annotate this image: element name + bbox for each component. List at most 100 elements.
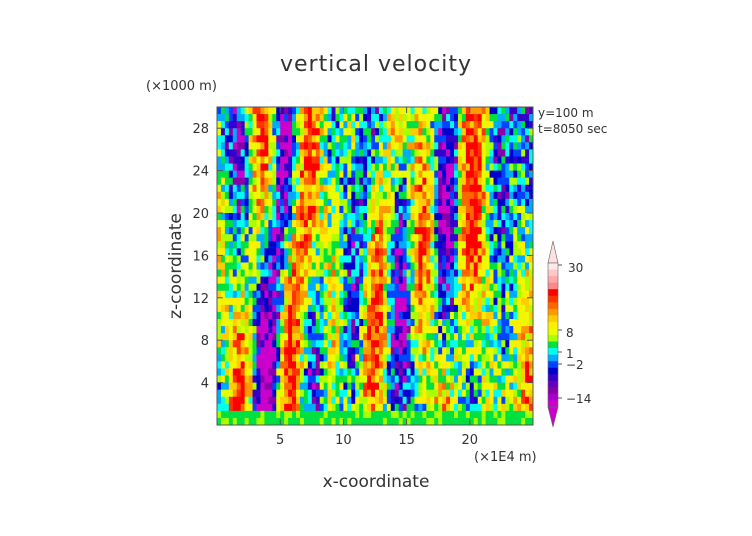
heatmap-cell [359, 234, 364, 242]
heatmap-cell [465, 220, 471, 228]
heatmap-cell [359, 304, 364, 313]
heatmap-cell [268, 163, 273, 172]
heatmap-cell [351, 368, 356, 377]
heatmap-cell [457, 347, 463, 355]
heatmap-cell [343, 311, 348, 320]
heatmap-cell [457, 220, 463, 228]
heatmap-cell [331, 326, 337, 334]
heatmap-cell [363, 347, 368, 355]
heatmap-cell [521, 205, 526, 214]
heatmap-cell [382, 326, 388, 334]
heatmap-cell [442, 255, 447, 264]
heatmap-cell [331, 241, 337, 249]
heatmap-cell [296, 205, 301, 214]
heatmap-cell [525, 149, 530, 158]
heatmap-cell [232, 410, 238, 419]
heatmap-cell [473, 227, 479, 235]
heatmap-cell [276, 311, 281, 320]
heatmap-cell [240, 142, 246, 150]
heatmap-cell [398, 262, 404, 271]
heatmap-cell [256, 205, 262, 214]
heatmap-cell [386, 269, 392, 278]
heatmap-cell [363, 396, 368, 405]
heatmap-cell [363, 354, 368, 362]
heatmap-cell [347, 121, 352, 129]
heatmap-cell [422, 276, 427, 285]
heatmap-cell [331, 319, 337, 327]
heatmap-cell [272, 410, 277, 419]
colorbar-swatch [548, 269, 558, 277]
heatmap-cell [307, 220, 313, 228]
heatmap-cell [489, 142, 495, 150]
heatmap-cell [513, 319, 518, 327]
heatmap-cell [521, 135, 526, 143]
heatmap-cell [331, 354, 337, 362]
heatmap-cell [268, 255, 273, 264]
heatmap-cell [517, 241, 522, 249]
heatmap-cell [410, 114, 416, 122]
heatmap-cell [347, 269, 352, 278]
heatmap-cell [493, 205, 499, 214]
heatmap-cell [375, 114, 380, 122]
heatmap-cell [434, 234, 439, 242]
heatmap-cell [339, 135, 344, 143]
heatmap-cell [394, 227, 400, 235]
heatmap-cell [236, 121, 242, 129]
heatmap-cell [481, 290, 487, 299]
heatmap-cell [359, 184, 364, 193]
heatmap-cell [284, 354, 289, 362]
heatmap-cell [256, 361, 262, 370]
heatmap-cell [256, 121, 262, 129]
heatmap-cell [284, 220, 289, 228]
heatmap-cell [446, 191, 451, 200]
colorbar-swatch [548, 380, 558, 388]
heatmap-cell [489, 290, 495, 299]
heatmap-cell [398, 382, 404, 391]
heatmap-cell [473, 121, 479, 129]
heatmap-cell [268, 375, 273, 384]
heatmap-cell [268, 121, 273, 129]
heatmap-cell [509, 333, 514, 341]
heatmap-cell [469, 163, 475, 172]
heatmap-cell [509, 382, 514, 391]
heatmap-cell [323, 340, 329, 348]
heatmap-cell [446, 354, 451, 362]
heatmap-cell [450, 191, 455, 200]
heatmap-cell [509, 410, 514, 419]
heatmap-cell [343, 170, 348, 179]
heatmap-cell [315, 333, 321, 341]
heatmap-cell [264, 333, 269, 341]
heatmap-cell [529, 248, 533, 256]
heatmap-cell [339, 149, 344, 158]
heatmap-cell [236, 276, 242, 285]
heatmap-cell [217, 135, 222, 143]
heatmap-cell [315, 311, 321, 320]
heatmap-cell [264, 403, 269, 412]
heatmap-cell [335, 156, 341, 165]
heatmap-cell [371, 213, 376, 221]
heatmap-cell [525, 290, 530, 299]
heatmap-cell [394, 311, 400, 320]
heatmap-cell [501, 213, 506, 221]
heatmap-cell [367, 241, 372, 249]
annotation-y-position: y=100 m [538, 106, 594, 120]
heatmap-cell [438, 220, 443, 228]
heatmap-cell [454, 234, 459, 242]
heatmap-cell [220, 304, 226, 313]
heatmap-cell [347, 227, 352, 235]
heatmap-cell [331, 177, 337, 186]
heatmap-cell [481, 191, 487, 200]
heatmap-cell [489, 241, 495, 249]
heatmap-cell [529, 417, 533, 425]
y-axis-label: z-coordinate [166, 213, 186, 319]
heatmap-cell [252, 276, 258, 285]
heatmap-field [217, 107, 533, 425]
heatmap-cell [351, 191, 356, 200]
heatmap-cell [501, 290, 506, 299]
heatmap-cell [307, 142, 313, 150]
heatmap-cell [296, 347, 301, 355]
heatmap-cell [461, 347, 467, 355]
heatmap-cell [493, 403, 499, 412]
heatmap-cell [355, 361, 360, 370]
heatmap-cell [382, 184, 388, 193]
